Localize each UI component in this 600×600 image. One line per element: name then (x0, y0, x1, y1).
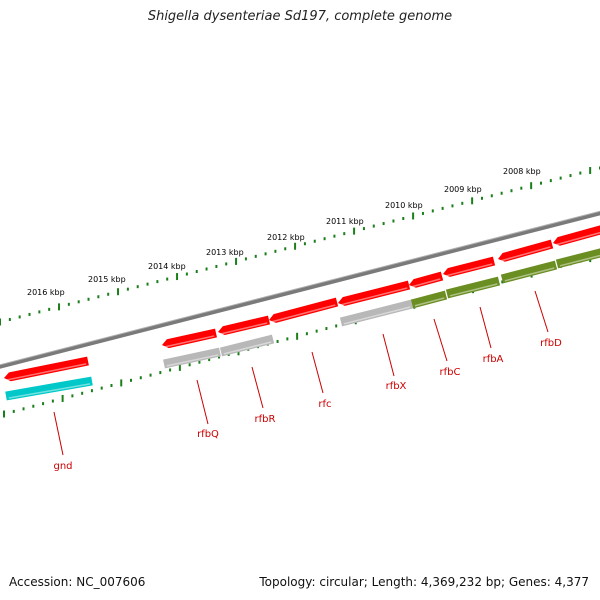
map-title: Shigella dysenteriae Sd197, complete gen… (147, 9, 453, 24)
features (4, 225, 600, 401)
cds-rfbD-highlight (500, 246, 551, 262)
olive-next-highlight (559, 254, 600, 267)
ruler-label: 2013 kbp (206, 248, 244, 257)
cds-gnd (4, 356, 89, 382)
cds-gnd-highlight (6, 363, 87, 381)
genome-backbone-highlight (0, 210, 600, 366)
leader-gnd (53, 411, 64, 456)
cds-rfbX-highlight (340, 287, 408, 306)
ruler-label: 2012 kbp (267, 233, 305, 242)
leader-rfbA (479, 306, 492, 349)
leader-rfbR (251, 366, 264, 409)
ruler-label: 2009 kbp (444, 185, 482, 194)
cds-rfbA (443, 256, 496, 277)
ruler-label: 2008 kbp (503, 167, 541, 176)
gray-rfbQ-highlight (166, 354, 219, 367)
gray-rfbX-highlight (343, 306, 411, 325)
olive-rfbA-highlight (449, 283, 498, 297)
cds-rfbR (218, 315, 271, 336)
cds-rfbQ (162, 328, 217, 349)
leader-rfbD (534, 290, 549, 333)
cds-rfbQ-highlight (164, 335, 215, 348)
olive-rfbD-highlight (504, 267, 555, 282)
gray-rfbX (339, 299, 414, 327)
gene-label-rfc: rfc (318, 399, 331, 410)
cds-rfc-highlight (271, 304, 336, 323)
leader-rfbQ (196, 379, 209, 425)
gene-label-rfbQ: rfbQ (197, 429, 219, 440)
cds-rfbC-highlight (411, 278, 441, 288)
leader-rfc (311, 351, 324, 394)
ruler-label: 2015 kbp (88, 275, 126, 284)
cyan-gnd (5, 376, 93, 401)
gene-labels: gnd rfbQ rfbR rfc rfbX rfbC rfbA rfbD (53, 338, 562, 472)
accession-text: Accession: NC_007606 (9, 575, 146, 589)
cds-rfc (269, 297, 339, 323)
gray-rfbQ (163, 347, 221, 369)
cyan-gnd-highlight (8, 383, 91, 399)
label-leaders (53, 290, 549, 456)
olive-rfbC-highlight (414, 297, 445, 307)
ruler-label: 2010 kbp (385, 201, 423, 210)
gene-label-rfbX: rfbX (386, 381, 407, 392)
olive-next (555, 248, 600, 269)
cds-rfbD (498, 239, 554, 262)
cds-rfbX (338, 280, 411, 306)
gene-label-rfbR: rfbR (255, 414, 276, 425)
cds-rfbR-highlight (220, 322, 268, 335)
gene-label-rfbA: rfbA (483, 354, 504, 365)
gray-rfbR (219, 334, 275, 357)
cds-rfbC (409, 271, 444, 288)
ruler-label: 2011 kbp (326, 217, 364, 226)
ruler-label: 2014 kbp (148, 262, 186, 271)
gray-rfbR-highlight (223, 341, 272, 355)
gene-label-rfbD: rfbD (540, 338, 562, 349)
ruler-labels: 2016 kbp 2015 kbp 2014 kbp 2013 kbp 2012 kbp… (27, 167, 541, 297)
olive-rfbA (445, 276, 501, 299)
gene-label-gnd: gnd (53, 461, 72, 472)
olive-rfbC (410, 290, 448, 309)
gene-label-rfbC: rfbC (440, 367, 461, 378)
cds-next-highlight (555, 231, 600, 246)
leader-rfbC (433, 318, 448, 362)
genome-backbone (0, 211, 600, 369)
topology-text: Topology: circular; Length: 4,369,232 bp… (259, 575, 589, 589)
cds-rfbA-highlight (445, 263, 493, 277)
olive-rfbD (500, 260, 558, 284)
ruler-label: 2016 kbp (27, 288, 65, 297)
cds-next (553, 225, 600, 246)
leader-rfbX (382, 333, 395, 377)
